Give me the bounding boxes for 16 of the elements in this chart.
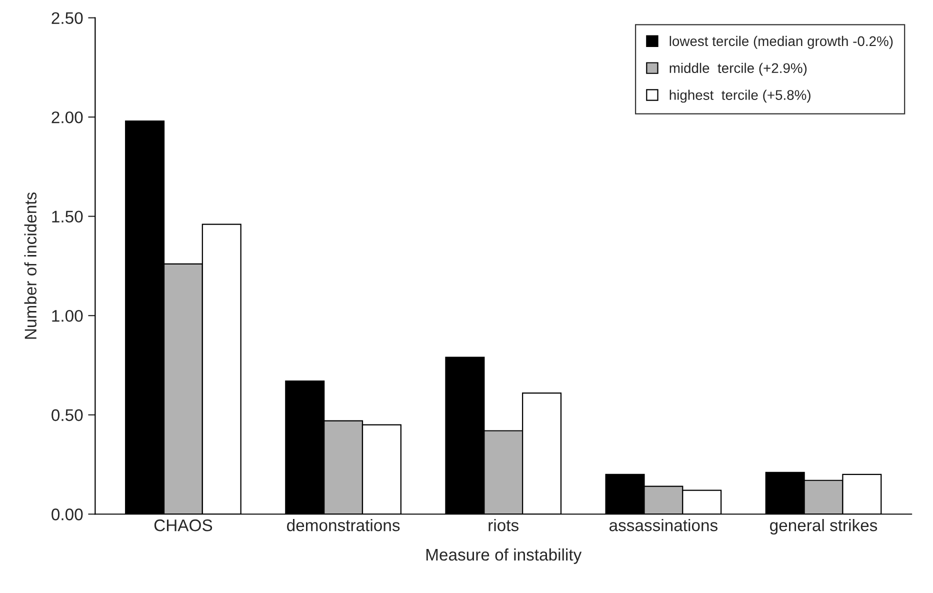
y-tick-label: 0.50 [52, 409, 83, 422]
x-tick-label: demonstrations [287, 518, 400, 532]
x-tick-label: assassinations [609, 518, 718, 532]
x-tick-label: general strikes [770, 518, 878, 535]
x-tick-label: CHAOS [154, 519, 212, 532]
legend-label: middle tercile (+2.9%) [670, 62, 807, 76]
legend-label: highest tercile (+5.8%) [670, 90, 810, 103]
y-axis-title: Number of incidents [24, 192, 37, 339]
legend-label: lowest tercile (median growth -0.2%) [670, 36, 893, 49]
y-tick-label: 0.00 [52, 508, 83, 520]
x-tick-label: riots [488, 518, 518, 532]
x-axis-title: Measure of instability [426, 548, 582, 564]
y-tick-label: 1.00 [52, 310, 83, 322]
y-tick-label: 1.50 [52, 210, 83, 223]
y-tick-label: 2.00 [52, 111, 83, 124]
y-tick-label: 2.50 [52, 12, 83, 24]
